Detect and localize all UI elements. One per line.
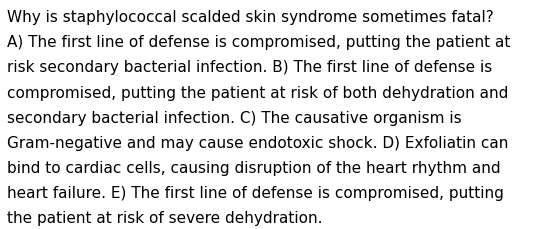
Text: risk secondary bacterial infection. B) The first line of defense is: risk secondary bacterial infection. B) T… (7, 60, 493, 75)
Text: heart failure. E) The first line of defense is compromised, putting: heart failure. E) The first line of defe… (7, 185, 504, 200)
Text: Gram-negative and may cause endotoxic shock. D) Exfoliatin can: Gram-negative and may cause endotoxic sh… (7, 135, 509, 150)
Text: A) The first line of defense is compromised, putting the patient at: A) The first line of defense is compromi… (7, 35, 511, 50)
Text: Why is staphylococcal scalded skin syndrome sometimes fatal?: Why is staphylococcal scalded skin syndr… (7, 10, 494, 25)
Text: the patient at risk of severe dehydration.: the patient at risk of severe dehydratio… (7, 210, 323, 225)
Text: compromised, putting the patient at risk of both dehydration and: compromised, putting the patient at risk… (7, 85, 509, 100)
Text: bind to cardiac cells, causing disruption of the heart rhythm and: bind to cardiac cells, causing disruptio… (7, 160, 501, 175)
Text: secondary bacterial infection. C) The causative organism is: secondary bacterial infection. C) The ca… (7, 110, 462, 125)
